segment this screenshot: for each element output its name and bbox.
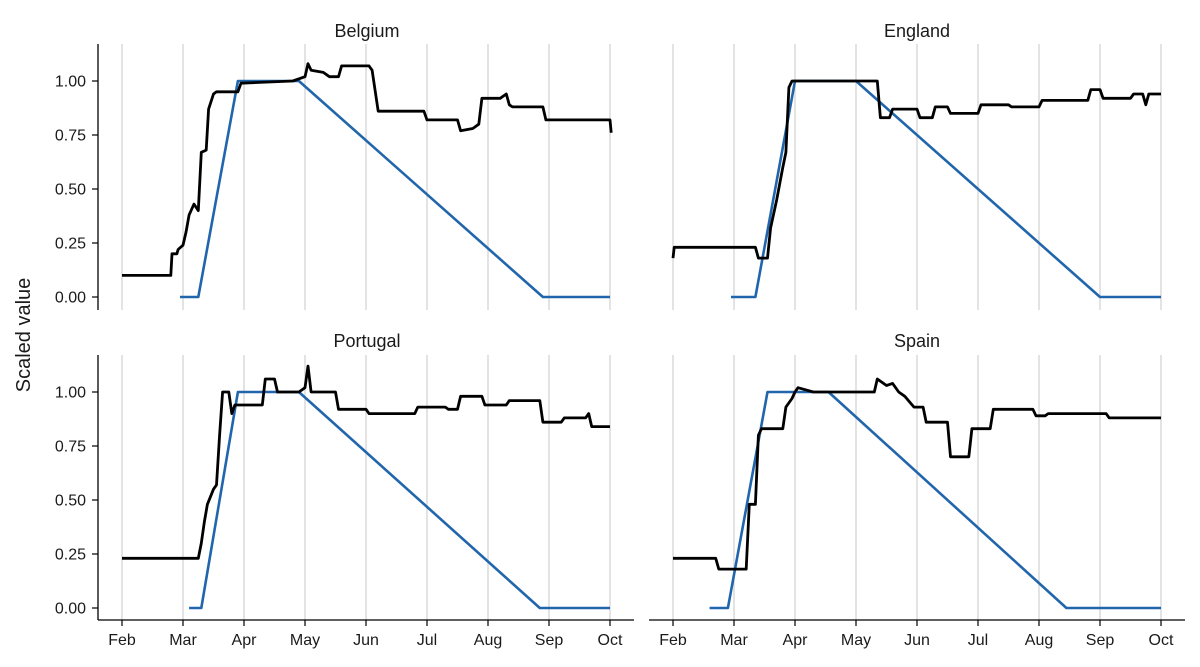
x-tick-label: Jul bbox=[417, 632, 437, 649]
observed-line bbox=[122, 62, 613, 277]
y-tick-label: 1.00 bbox=[55, 74, 86, 91]
x-tick-label: May bbox=[290, 632, 320, 649]
x-tick-label: May bbox=[841, 632, 871, 649]
x-tick-label: Aug bbox=[1025, 632, 1053, 649]
panel-title: Belgium bbox=[334, 21, 399, 41]
x-tick-label: Aug bbox=[474, 632, 502, 649]
y-tick-label: 0.25 bbox=[55, 547, 86, 564]
y-tick-label: 0.50 bbox=[55, 182, 86, 199]
y-tick-label: 0.75 bbox=[55, 439, 86, 456]
x-tick-label: Sep bbox=[1086, 632, 1115, 649]
panel-title: Spain bbox=[894, 331, 940, 351]
y-tick-label: 0.75 bbox=[55, 128, 86, 145]
x-tick-label: Jun bbox=[353, 632, 379, 649]
observed-line bbox=[673, 377, 1161, 571]
panel-title: England bbox=[884, 21, 950, 41]
panel-belgium: Belgium 0.00 0.25 0.50 0.75 1.00 bbox=[55, 21, 613, 310]
observed-line bbox=[122, 364, 610, 560]
assumed-line bbox=[709, 390, 1161, 610]
y-axis-title: Scaled value bbox=[13, 278, 35, 393]
y-tick-label: 1.00 bbox=[55, 385, 86, 402]
x-tick-label: Mar bbox=[169, 632, 197, 649]
observed-line bbox=[671, 79, 1161, 260]
x-tick-label: Oct bbox=[598, 632, 623, 649]
panel-title: Portugal bbox=[333, 331, 400, 351]
x-tick-label: Mar bbox=[720, 632, 748, 649]
x-tick-label: Apr bbox=[232, 632, 258, 649]
x-tick-label: Jun bbox=[904, 632, 930, 649]
y-tick-label: 0.00 bbox=[55, 601, 86, 618]
y-tick-label: 0.00 bbox=[55, 290, 86, 307]
x-tick-label: Jul bbox=[968, 632, 988, 649]
x-tick-label: Feb bbox=[108, 632, 136, 649]
x-tick-label: Feb bbox=[659, 632, 687, 649]
y-tick-label: 0.50 bbox=[55, 493, 86, 510]
x-tick-label: Oct bbox=[1149, 632, 1174, 649]
panel-england: England bbox=[671, 21, 1162, 310]
assumed-line bbox=[189, 390, 610, 610]
y-tick-label: 0.25 bbox=[55, 236, 86, 253]
panel-spain: Spain Feb Mar Apr May Jun Jul Aug Sep Oct bbox=[649, 331, 1185, 649]
x-tick-label: Apr bbox=[783, 632, 809, 649]
x-tick-label: Sep bbox=[535, 632, 564, 649]
panel-portugal: Portugal 0.00 0.25 0.50 0.75 1.00 Feb Mar Apr May… bbox=[55, 331, 634, 649]
